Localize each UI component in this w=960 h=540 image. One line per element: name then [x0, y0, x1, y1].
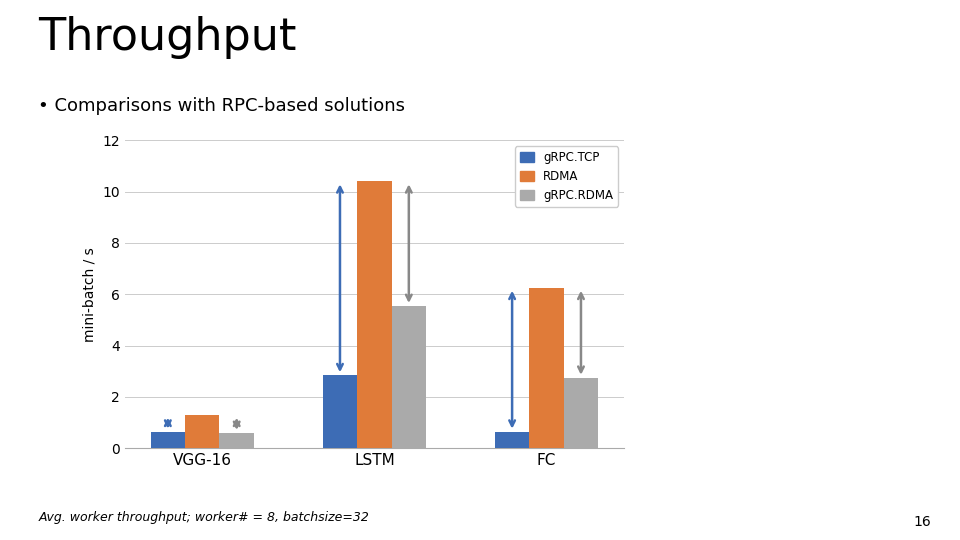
Text: Avg. worker throughput; worker# = 8, batchsize=32: Avg. worker throughput; worker# = 8, bat… [38, 511, 370, 524]
Bar [529, 288, 564, 448]
Y-axis label: mini-batch / s: mini-batch / s [83, 247, 97, 342]
Bar [151, 431, 185, 448]
Bar [495, 431, 529, 448]
Text: up to 21x Throughput: up to 21x Throughput [697, 276, 901, 294]
Text: over RPC+RDMA: over RPC+RDMA [741, 219, 857, 232]
Bar [564, 377, 598, 448]
Bar [357, 181, 392, 448]
Text: ~2x Throughput: ~2x Throughput [723, 193, 876, 211]
Text: • Comparisons with RPC-based solutions: • Comparisons with RPC-based solutions [38, 97, 405, 115]
Bar [392, 306, 426, 448]
Legend: gRPC.TCP, RDMA, gRPC.RDMA: gRPC.TCP, RDMA, gRPC.RDMA [516, 146, 618, 207]
Bar [185, 415, 220, 448]
Bar [220, 433, 253, 448]
Text: over RPC+TCP: over RPC+TCP [749, 311, 850, 324]
Text: 16: 16 [914, 515, 931, 529]
Text: Throughput: Throughput [38, 16, 297, 59]
Bar [323, 375, 357, 448]
